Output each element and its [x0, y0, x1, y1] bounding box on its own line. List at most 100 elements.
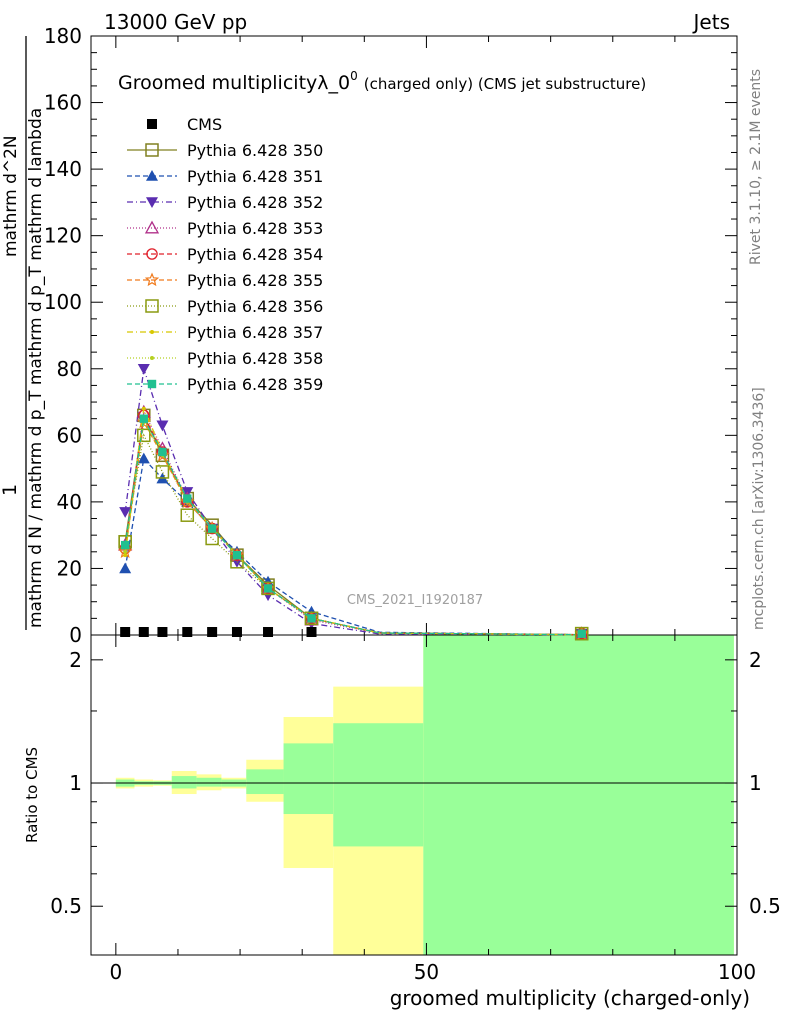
series-point-9-7	[307, 614, 316, 623]
ytick-label: 180	[44, 24, 82, 48]
ytick-label: 140	[44, 157, 82, 181]
ratio-band-green-3	[171, 776, 197, 789]
ytick-label: 80	[57, 357, 82, 381]
legend-label-4: Pythia 6.428 354	[187, 245, 323, 264]
legend-marker-cms	[147, 119, 157, 129]
legend-marker-5	[144, 272, 160, 287]
series-point-9-0	[120, 540, 130, 550]
legend-marker-4	[146, 248, 158, 260]
ratio-band-green-8	[333, 723, 424, 847]
legend: CMS Pythia 6.428 350 Pythia 6.428 351 Pythi…	[127, 115, 323, 394]
legend-marker-7	[150, 330, 154, 334]
series-point-9-1	[139, 414, 148, 423]
series-point-9-6	[263, 584, 273, 593]
series-line-1	[124, 457, 582, 636]
legend-label-9: Pythia 6.428 359	[187, 375, 323, 394]
legend-label-1: Pythia 6.428 351	[187, 167, 323, 186]
series-point-2-0	[119, 507, 132, 518]
ratio-bands	[115, 635, 734, 955]
ratio-ytick-label-left: 1	[69, 771, 82, 795]
legend-label-6: Pythia 6.428 356	[187, 297, 323, 316]
series-point-9-2	[158, 447, 167, 457]
legend-marker-6	[145, 299, 159, 313]
header-left: 13000 GeV pp	[104, 10, 247, 34]
series-point-2-1	[137, 363, 150, 375]
series-point-6-6	[261, 581, 275, 596]
axis-ticks: 0 20 40 60 80 100 120 140 160 180 0 50 100 0.5 0.5 1 1 2 2	[44, 24, 781, 984]
ylabel-den: mathrm d N / mathrm d p_T mathrm d p_T m…	[26, 108, 46, 628]
cms-point-3	[182, 627, 193, 637]
ratio-ytick-label-right: 2	[749, 648, 762, 672]
series-point-5-3	[180, 494, 195, 508]
legend-label-5: Pythia 6.428 355	[187, 271, 323, 290]
legend-label-3: Pythia 6.428 353	[187, 219, 323, 238]
legend-marker-8	[150, 356, 154, 360]
legend-label-8: Pythia 6.428 358	[187, 349, 323, 368]
series-point-9-3	[183, 494, 192, 503]
series-point-6-7	[304, 611, 319, 626]
legend-marker-9	[147, 379, 157, 389]
legend-label-2: Pythia 6.428 352	[187, 193, 323, 212]
series-point-6-3	[180, 508, 195, 522]
ytick-label: 160	[44, 91, 82, 115]
ytick-label: 0	[69, 623, 82, 647]
ratio-band-green-9	[423, 635, 734, 955]
series-point-1-0	[119, 562, 132, 574]
ratio-ytick-label-right: 1	[749, 771, 762, 795]
xtick-label: 0	[109, 960, 122, 984]
ratio-band-green-7	[283, 743, 334, 815]
xlabel: groomed multiplicity (charged-only)	[390, 986, 750, 1010]
chart-title: Groomed multiplicityλ_00 (charged only) (…	[118, 69, 646, 94]
legend-label-7: Pythia 6.428 357	[187, 323, 323, 342]
legend-marker-2	[146, 197, 158, 208]
series-point-8-0	[123, 549, 128, 554]
ratio-ylabel: Ratio to CMS	[23, 747, 41, 843]
series-point-6-2	[155, 465, 170, 479]
ytick-label: 100	[44, 290, 82, 314]
header-right: Jets	[692, 10, 730, 34]
ratio-ytick-label-left: 0.5	[50, 894, 82, 918]
ratio-ytick-label-left: 2	[69, 648, 82, 672]
series-point-9-5	[232, 550, 242, 560]
cms-point-2	[157, 627, 168, 637]
series-line-4	[124, 413, 582, 636]
ytick-label: 20	[57, 556, 82, 580]
cms-point-0	[120, 627, 131, 637]
watermark: CMS_2021_I1920187	[347, 593, 483, 608]
ylabel-top: mathrm d^2N	[1, 135, 21, 257]
series-point-9-4	[207, 524, 217, 533]
series-lines	[118, 363, 589, 641]
legend-label-cms: CMS	[187, 115, 222, 134]
series-line-2	[124, 368, 582, 636]
series-point-7-0	[123, 553, 128, 558]
cms-point-4	[207, 627, 218, 637]
side-caption-bottom: mcplots.cern.ch [arXiv:1306.3436]	[751, 387, 767, 630]
legend-marker-3	[144, 220, 160, 234]
series-point-1-1	[137, 452, 150, 464]
cms-point-5	[231, 627, 242, 637]
ratio-ytick-label-right: 0.5	[749, 894, 781, 918]
ytick-label: 120	[44, 224, 82, 248]
series-line-9	[124, 416, 582, 636]
side-caption-top: Rivet 3.1.10, ≥ 2.1M events	[748, 69, 764, 265]
series-point-6-1	[137, 428, 151, 443]
cms-point-6	[263, 627, 274, 637]
series-point-2-2	[156, 420, 169, 432]
xtick-label: 100	[718, 960, 756, 984]
ytick-label: 60	[57, 423, 82, 447]
ylabel-num: 1	[0, 484, 21, 496]
series-point-5-2	[155, 447, 170, 462]
series-point-7-1	[141, 406, 146, 411]
xtick-label: 50	[414, 960, 439, 984]
ratio-band-green-6	[246, 769, 284, 795]
ytick-label: 40	[57, 490, 82, 514]
legend-marker-0	[145, 143, 159, 157]
cms-point-7	[306, 627, 317, 637]
ratio-band-green-4	[196, 777, 222, 787]
series-point-6-9	[574, 626, 589, 641]
legend-label-0: Pythia 6.428 350	[187, 141, 323, 160]
series-point-9-9	[577, 629, 586, 638]
legend-marker-1	[146, 170, 158, 181]
